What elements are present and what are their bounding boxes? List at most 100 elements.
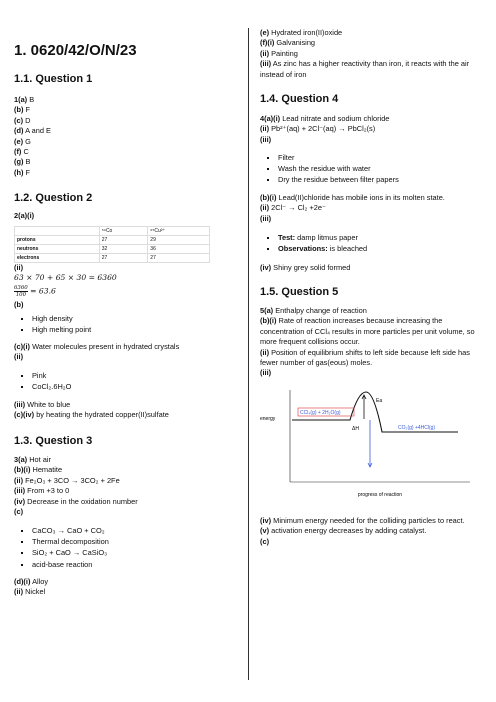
- text: White to blue: [27, 400, 71, 409]
- block: (b)(i) Rate of reaction increases becaus…: [260, 316, 486, 347]
- block: (g) B: [14, 157, 242, 167]
- block: Test: damp litmus paper: [278, 232, 486, 243]
- block: Observations: is bleached: [278, 243, 486, 254]
- answer-label: (iii): [14, 400, 26, 409]
- block: (ii) Pb²⁺(aq) + 2Cl⁻(aq) → PbCl₂(s): [260, 124, 486, 134]
- block: (iii): [260, 214, 486, 224]
- block: (f) C: [14, 147, 242, 157]
- block: (d) A and E: [14, 126, 242, 136]
- block: (iv) Shiny grey solid formed: [260, 263, 486, 273]
- text: Minimum energy needed for the colliding …: [273, 516, 465, 525]
- answer-label: (f)(i): [260, 38, 275, 48]
- column-divider: [248, 28, 249, 680]
- answer-label: (iii): [260, 59, 272, 69]
- q1-answers: 1(a) B (b) F (c) D (d) A and E (e) G (f)…: [14, 95, 242, 178]
- answer-label: (ii): [260, 347, 270, 357]
- block: 5(a) Enthalpy change of reaction (b)(i) …: [260, 306, 486, 379]
- answer-label: (iii): [14, 486, 26, 496]
- block: (ii) Fe₂O₃ + 3CO → 3CO₂ + 2Fe: [14, 476, 242, 486]
- block: (d)(i) Alloy: [14, 577, 242, 587]
- text: C: [23, 147, 29, 157]
- text: 100: [14, 290, 28, 298]
- block: (d)(i) Alloy (ii) Nickel: [14, 577, 242, 598]
- answer-label: (b): [14, 299, 24, 309]
- block: (b) F: [14, 105, 242, 115]
- block: (iv) Minimum energy needed for the colli…: [260, 516, 486, 526]
- answer-label: Test:: [278, 233, 296, 242]
- block: (ii) Nickel: [14, 587, 242, 597]
- block: 3(a) Hot air (b)(i) Hematite (ii) Fe₂O₃ …: [14, 455, 242, 517]
- table-cell: 27: [98, 235, 149, 245]
- block: 2(a)(i): [14, 211, 242, 221]
- text: by heating the hydrated copper(II)sulfat…: [36, 410, 169, 420]
- text: A and E: [25, 126, 51, 136]
- text: Painting: [271, 48, 298, 58]
- title-block: 1. 0620/42/O/N/23: [14, 42, 242, 60]
- block: protons 27 29: [14, 235, 210, 245]
- block: ⁵⁹Co ⁶⁵Cu²⁺ protons 27 29 neutrons 32 36 elec…: [14, 226, 242, 263]
- section-heading: 1.4. Question 4: [260, 93, 339, 105]
- answer-label: (g): [14, 157, 24, 167]
- answer-label: 1(a): [14, 95, 28, 104]
- answer-label: (c)(iv): [14, 410, 35, 420]
- block: (c): [260, 537, 486, 547]
- block: (c)(i) Water molecules present in hydrat…: [14, 342, 242, 363]
- block: ⁵⁹Co ⁶⁵Cu²⁺: [14, 226, 210, 236]
- text: B: [25, 157, 31, 167]
- text: D: [25, 115, 31, 125]
- answer-label: (c): [14, 115, 24, 125]
- doc-title: 1. 0620/42/O/N/23: [14, 42, 137, 59]
- text: From +3 to 0: [27, 486, 70, 496]
- answer-label: (b)(i): [260, 316, 277, 326]
- bullet-item: acid-base reaction: [32, 559, 242, 570]
- block: (e) Hydrated iron(II)oxide (f)(i) Galvan…: [260, 28, 486, 80]
- answer-label: (ii): [14, 475, 24, 485]
- block: 1.4. Question 4: [260, 92, 486, 106]
- block: (b)(i) Lead(II)chloride has mobile ions …: [260, 193, 486, 224]
- block: (iii) White to blue: [14, 400, 242, 410]
- energy-curve: [292, 391, 458, 433]
- answer-label: 4(a)(i): [260, 114, 281, 123]
- answer-label: (iii): [260, 134, 272, 144]
- text: Nickel: [25, 587, 46, 597]
- text: damp litmus paper: [297, 233, 358, 242]
- answer-label: (f): [14, 147, 22, 157]
- answer-label: (ii): [14, 352, 24, 362]
- text: Alloy: [32, 577, 49, 586]
- table-cell: protons: [14, 235, 100, 245]
- block: ⁵⁹Co ⁶⁵Cu²⁺ protons 27 29 neutrons 32 36 elec…: [14, 226, 210, 263]
- block: (iii) As zinc has a higher reactivity th…: [260, 59, 486, 80]
- arrow-head: [367, 462, 373, 468]
- block: FilterWash the residue with waterDry the…: [260, 152, 486, 186]
- text: is bleached: [329, 244, 368, 254]
- bullet-item: High melting point: [32, 324, 242, 335]
- answer-label: (d): [14, 126, 24, 136]
- answer-label: (c): [260, 536, 270, 546]
- block: 6360 100: [14, 285, 28, 298]
- text: Lead nitrate and sodium chloride: [282, 114, 390, 123]
- answer-label: (ii): [14, 263, 24, 272]
- block: PinkCoCl₂.6H₂O: [14, 370, 242, 392]
- reactants-label: CCl₄(g) + 2H₂O(g): [300, 410, 341, 416]
- table-cell: ⁶⁵Cu²⁺: [147, 226, 210, 236]
- block: (ii) 63 × 70 + 65 × 30 = 6360 6360 100 = …: [14, 263, 242, 310]
- block: (iv) Decrease in the oxidation number: [14, 497, 242, 507]
- bullet-list: Test: damp litmus paper Observations: is…: [260, 232, 486, 254]
- block: (iii): [260, 135, 486, 145]
- answer-label: Observations:: [278, 244, 328, 254]
- block: 6360 100 = 63.6: [14, 285, 242, 298]
- section-heading: 1.5. Question 5: [260, 286, 339, 298]
- block: High densityHigh melting point: [14, 313, 242, 335]
- bullet-item: High density: [32, 313, 242, 324]
- answer-label: (c)(i): [14, 342, 31, 351]
- block: (iv) Shiny grey solid formed: [260, 263, 486, 273]
- text: Galvanising: [276, 38, 316, 48]
- text: As zinc has a higher reactivity than iro…: [260, 59, 470, 79]
- block: (b)(i) Lead(II)chloride has mobile ions …: [260, 193, 486, 203]
- table-cell: 27: [98, 253, 149, 263]
- block: 2(a)(i): [14, 211, 242, 221]
- block: (ii) Position of equilibrium shifts to l…: [260, 348, 486, 369]
- answer-label: (b): [14, 105, 24, 115]
- block: (b): [14, 300, 242, 310]
